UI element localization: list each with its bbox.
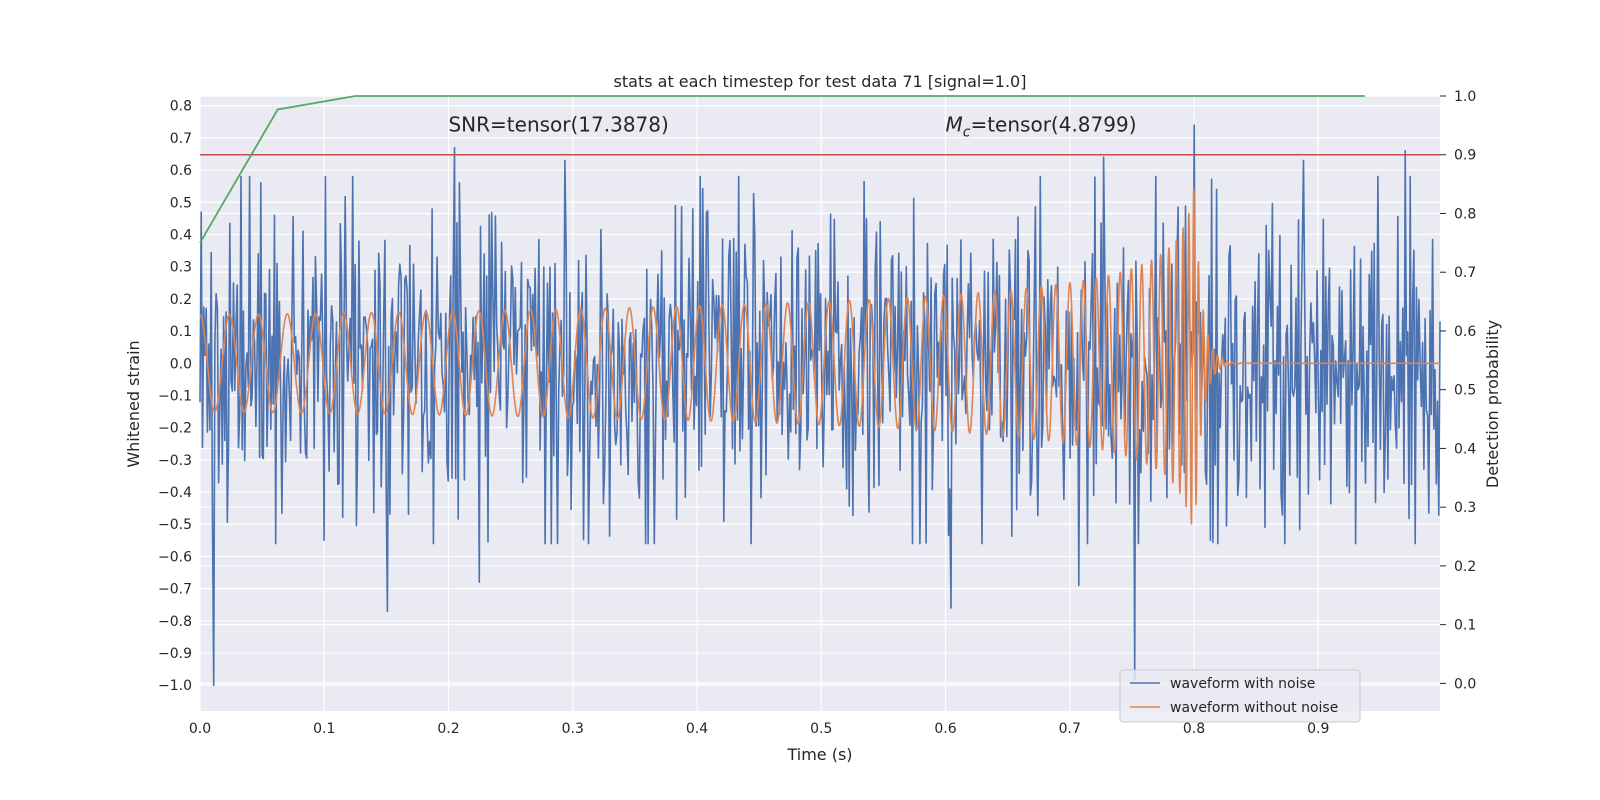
legend-box bbox=[1119, 669, 1361, 723]
y-tick-label: −0.8 bbox=[158, 614, 192, 630]
chirp-mass-annotation: Mc=tensor(4.8799) bbox=[945, 112, 1136, 140]
y2-axis-label: Detection probability bbox=[1483, 320, 1502, 488]
chirp-mass-symbol: M bbox=[945, 112, 962, 136]
x-tick-label: 0.9 bbox=[1307, 721, 1329, 737]
y-tick-label: −0.2 bbox=[158, 421, 192, 437]
chirp-mass-subscript: c bbox=[963, 124, 971, 140]
y2-tick-label: 0.7 bbox=[1454, 265, 1476, 281]
y2-tick-label: 1.0 bbox=[1454, 89, 1476, 105]
y2-tick-label: 0.6 bbox=[1454, 324, 1476, 340]
y-tick-label: 0.8 bbox=[170, 99, 192, 115]
x-tick-label: 0.1 bbox=[313, 721, 335, 737]
legend-label-clean: waveform without noise bbox=[1170, 700, 1338, 716]
y-tick-label: 0.7 bbox=[170, 131, 192, 147]
y-tick-label: −0.3 bbox=[158, 453, 192, 469]
y-tick-label: −0.7 bbox=[158, 582, 192, 598]
y-tick-label: −0.5 bbox=[158, 517, 192, 533]
y-tick-label: −0.6 bbox=[158, 549, 192, 565]
y2-tick-label: 0.4 bbox=[1454, 441, 1476, 457]
x-tick-label: 0.5 bbox=[810, 721, 832, 737]
x-tick-label: 0.3 bbox=[562, 721, 584, 737]
y-tick-label: −0.4 bbox=[158, 485, 192, 501]
x-tick-label: 0.7 bbox=[1059, 721, 1081, 737]
y-tick-label: 0.2 bbox=[170, 292, 192, 308]
legend-label-noisy: waveform with noise bbox=[1170, 676, 1315, 692]
y2-tick-label: 0.2 bbox=[1454, 559, 1476, 575]
y2-tick-label: 0.9 bbox=[1454, 148, 1476, 164]
tick-labels: 0.0 0.1 0.2 0.3 0.4 0.5 0.6 0.7 0.8 0.9 0.8 0.7 0.6 0… bbox=[158, 89, 1476, 737]
y-tick-label: 0.6 bbox=[170, 163, 192, 179]
y-tick-label: 0.4 bbox=[170, 227, 192, 243]
x-axis-label: Time (s) bbox=[786, 745, 852, 764]
y-tick-label: 0.3 bbox=[170, 260, 192, 276]
series-waveform-with-noise bbox=[199, 124, 1441, 686]
x-tick-label: 0.0 bbox=[189, 721, 211, 737]
series-layer bbox=[199, 95, 1441, 686]
chirp-mass-value: =tensor(4.8799) bbox=[970, 112, 1136, 136]
y2-tick-label: 0.8 bbox=[1454, 206, 1476, 222]
x-tick-label: 0.8 bbox=[1183, 721, 1205, 737]
chart-title: stats at each timestep for test data 71 … bbox=[614, 72, 1027, 91]
y2-tick-label: 0.5 bbox=[1454, 383, 1476, 399]
x-tick-label: 0.6 bbox=[934, 721, 956, 737]
y-tick-label: −1.0 bbox=[158, 678, 192, 694]
y-tick-label: 0.5 bbox=[170, 195, 192, 211]
snr-annotation: SNR=tensor(17.3878) bbox=[448, 112, 668, 136]
y-tick-label: 0.0 bbox=[170, 356, 192, 372]
y-tick-label: −0.1 bbox=[158, 388, 192, 404]
series-detection-probability bbox=[199, 95, 1365, 244]
y-tick-label: 0.1 bbox=[170, 324, 192, 340]
y2-tick-label: 0.1 bbox=[1454, 618, 1476, 634]
legend: waveform with noise waveform without noi… bbox=[1119, 669, 1361, 723]
x-tick-label: 0.2 bbox=[437, 721, 459, 737]
y-axis-label: Whitened strain bbox=[124, 340, 143, 467]
y-tick-label: −0.9 bbox=[158, 646, 192, 662]
y2-tick-label: 0.0 bbox=[1454, 676, 1476, 692]
series-waveform-without-noise bbox=[199, 188, 1441, 525]
x-tick-label: 0.4 bbox=[686, 721, 708, 737]
y2-tick-label: 0.3 bbox=[1454, 500, 1476, 516]
